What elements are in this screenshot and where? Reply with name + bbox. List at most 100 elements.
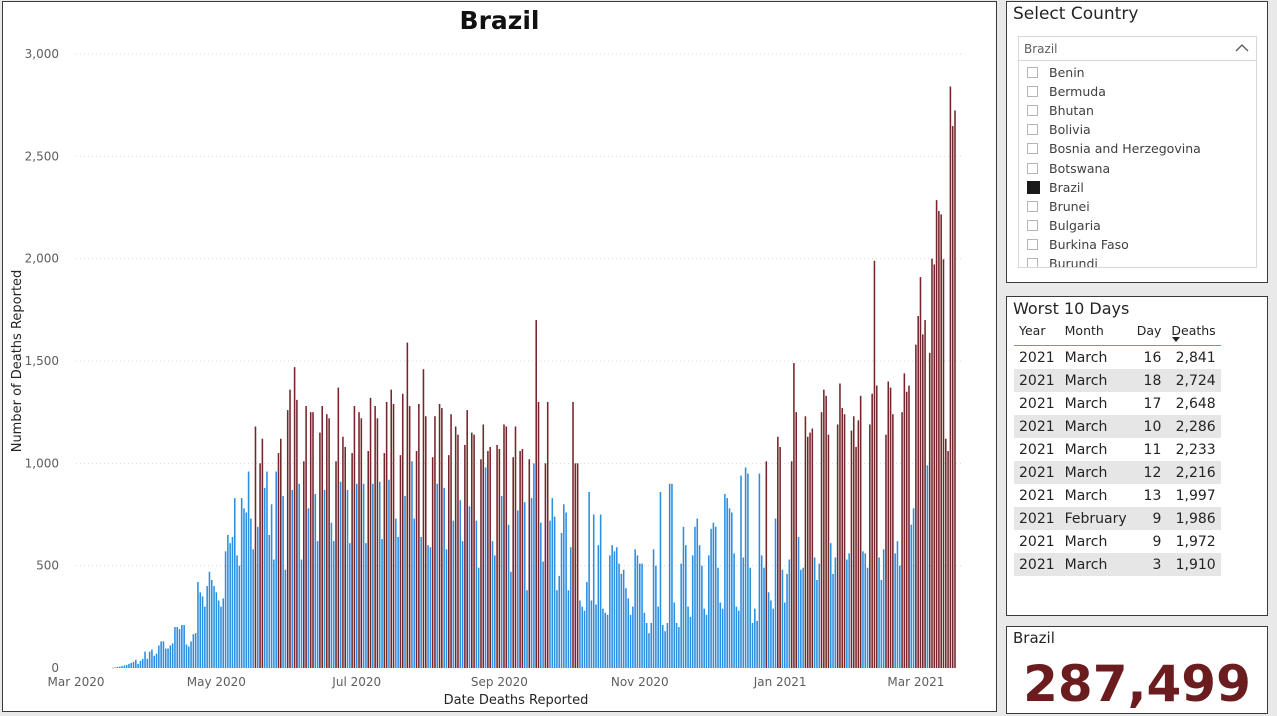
bar[interactable]: [176, 627, 179, 668]
bar[interactable]: [549, 520, 551, 668]
bar[interactable]: [424, 416, 427, 668]
bar[interactable]: [517, 510, 519, 668]
bar[interactable]: [112, 667, 114, 669]
slicer-item[interactable]: Bulgaria: [1027, 217, 1247, 236]
bar[interactable]: [139, 660, 142, 668]
bar[interactable]: [878, 557, 880, 668]
bar[interactable]: [664, 631, 666, 668]
bar[interactable]: [740, 475, 742, 668]
chevron-up-icon[interactable]: [1234, 41, 1250, 55]
bar[interactable]: [866, 567, 869, 668]
bar[interactable]: [236, 555, 238, 668]
slicer-item[interactable]: Brazil: [1027, 179, 1247, 198]
bar[interactable]: [523, 502, 526, 668]
bar[interactable]: [199, 592, 202, 668]
bar[interactable]: [459, 500, 462, 668]
bar[interactable]: [915, 344, 917, 668]
checkbox-icon[interactable]: [1027, 124, 1038, 136]
bar[interactable]: [590, 600, 593, 668]
bar[interactable]: [629, 614, 632, 668]
bar[interactable]: [650, 622, 653, 668]
bar[interactable]: [689, 616, 692, 668]
bar[interactable]: [296, 399, 298, 668]
bar[interactable]: [427, 545, 429, 668]
bar[interactable]: [685, 545, 687, 668]
bar[interactable]: [420, 537, 422, 668]
bar[interactable]: [128, 663, 130, 668]
bar[interactable]: [114, 667, 116, 668]
bar[interactable]: [422, 369, 425, 668]
bar[interactable]: [192, 634, 195, 668]
bar[interactable]: [503, 424, 505, 668]
bar[interactable]: [238, 565, 241, 668]
bar[interactable]: [632, 606, 634, 668]
checkbox-icon[interactable]: [1027, 67, 1038, 78]
bar[interactable]: [592, 514, 595, 669]
bar[interactable]: [556, 590, 558, 668]
bar[interactable]: [894, 553, 896, 668]
bar[interactable]: [132, 661, 135, 668]
bar[interactable]: [468, 506, 471, 668]
bar[interactable]: [666, 622, 669, 668]
bar[interactable]: [250, 518, 252, 668]
bar[interactable]: [825, 395, 827, 668]
bar[interactable]: [701, 565, 703, 668]
bar[interactable]: [436, 483, 439, 668]
bar[interactable]: [339, 481, 342, 668]
checkbox-checked-icon[interactable]: [1027, 180, 1040, 194]
bar[interactable]: [940, 214, 942, 668]
bar[interactable]: [342, 436, 344, 668]
bar[interactable]: [155, 653, 158, 668]
bar[interactable]: [257, 526, 259, 668]
bar[interactable]: [245, 512, 248, 668]
bar[interactable]: [609, 555, 611, 668]
bar[interactable]: [353, 406, 356, 668]
bar[interactable]: [190, 641, 192, 668]
bar[interactable]: [841, 408, 844, 668]
bar[interactable]: [648, 633, 650, 668]
checkbox-icon[interactable]: [1027, 86, 1038, 98]
bar[interactable]: [613, 551, 616, 668]
checkbox-icon[interactable]: [1027, 162, 1038, 174]
bar[interactable]: [227, 534, 229, 668]
bar[interactable]: [512, 457, 514, 668]
bar[interactable]: [873, 260, 876, 668]
header-month[interactable]: Month: [1059, 323, 1132, 346]
bar[interactable]: [813, 557, 816, 668]
bar[interactable]: [625, 588, 627, 668]
slicer-item[interactable]: Burkina Faso: [1027, 236, 1247, 255]
bar[interactable]: [687, 606, 689, 668]
table-row[interactable]: 2021 February 9 1,986: [1014, 507, 1221, 530]
bar[interactable]: [569, 547, 572, 668]
bar[interactable]: [744, 467, 747, 668]
country-slicer[interactable]: Brazil Benin Bermuda Bhutan Bolivia Bosnia a…: [1018, 36, 1257, 268]
bar[interactable]: [408, 406, 411, 668]
bar[interactable]: [519, 451, 521, 668]
bar[interactable]: [355, 483, 358, 668]
bar[interactable]: [489, 446, 491, 668]
bar[interactable]: [919, 277, 922, 668]
checkbox-icon[interactable]: [1027, 200, 1038, 212]
bar[interactable]: [457, 434, 459, 668]
bar[interactable]: [273, 559, 275, 668]
bar[interactable]: [910, 524, 913, 668]
bar[interactable]: [786, 573, 788, 668]
bar[interactable]: [268, 534, 271, 668]
bar[interactable]: [397, 537, 399, 668]
bar[interactable]: [374, 406, 376, 668]
bar[interactable]: [491, 541, 494, 668]
bar[interactable]: [118, 666, 121, 668]
bar[interactable]: [737, 610, 740, 668]
bar[interactable]: [464, 444, 466, 668]
bar[interactable]: [528, 459, 531, 668]
bar[interactable]: [399, 455, 402, 668]
bar[interactable]: [627, 598, 630, 668]
bar[interactable]: [595, 604, 597, 668]
bar[interactable]: [852, 416, 855, 668]
bar[interactable]: [928, 352, 931, 668]
bar[interactable]: [530, 498, 533, 668]
bar[interactable]: [777, 436, 779, 668]
table-row[interactable]: 2021 March 9 1,972: [1014, 530, 1221, 553]
bar[interactable]: [158, 645, 160, 668]
bar[interactable]: [779, 446, 781, 668]
